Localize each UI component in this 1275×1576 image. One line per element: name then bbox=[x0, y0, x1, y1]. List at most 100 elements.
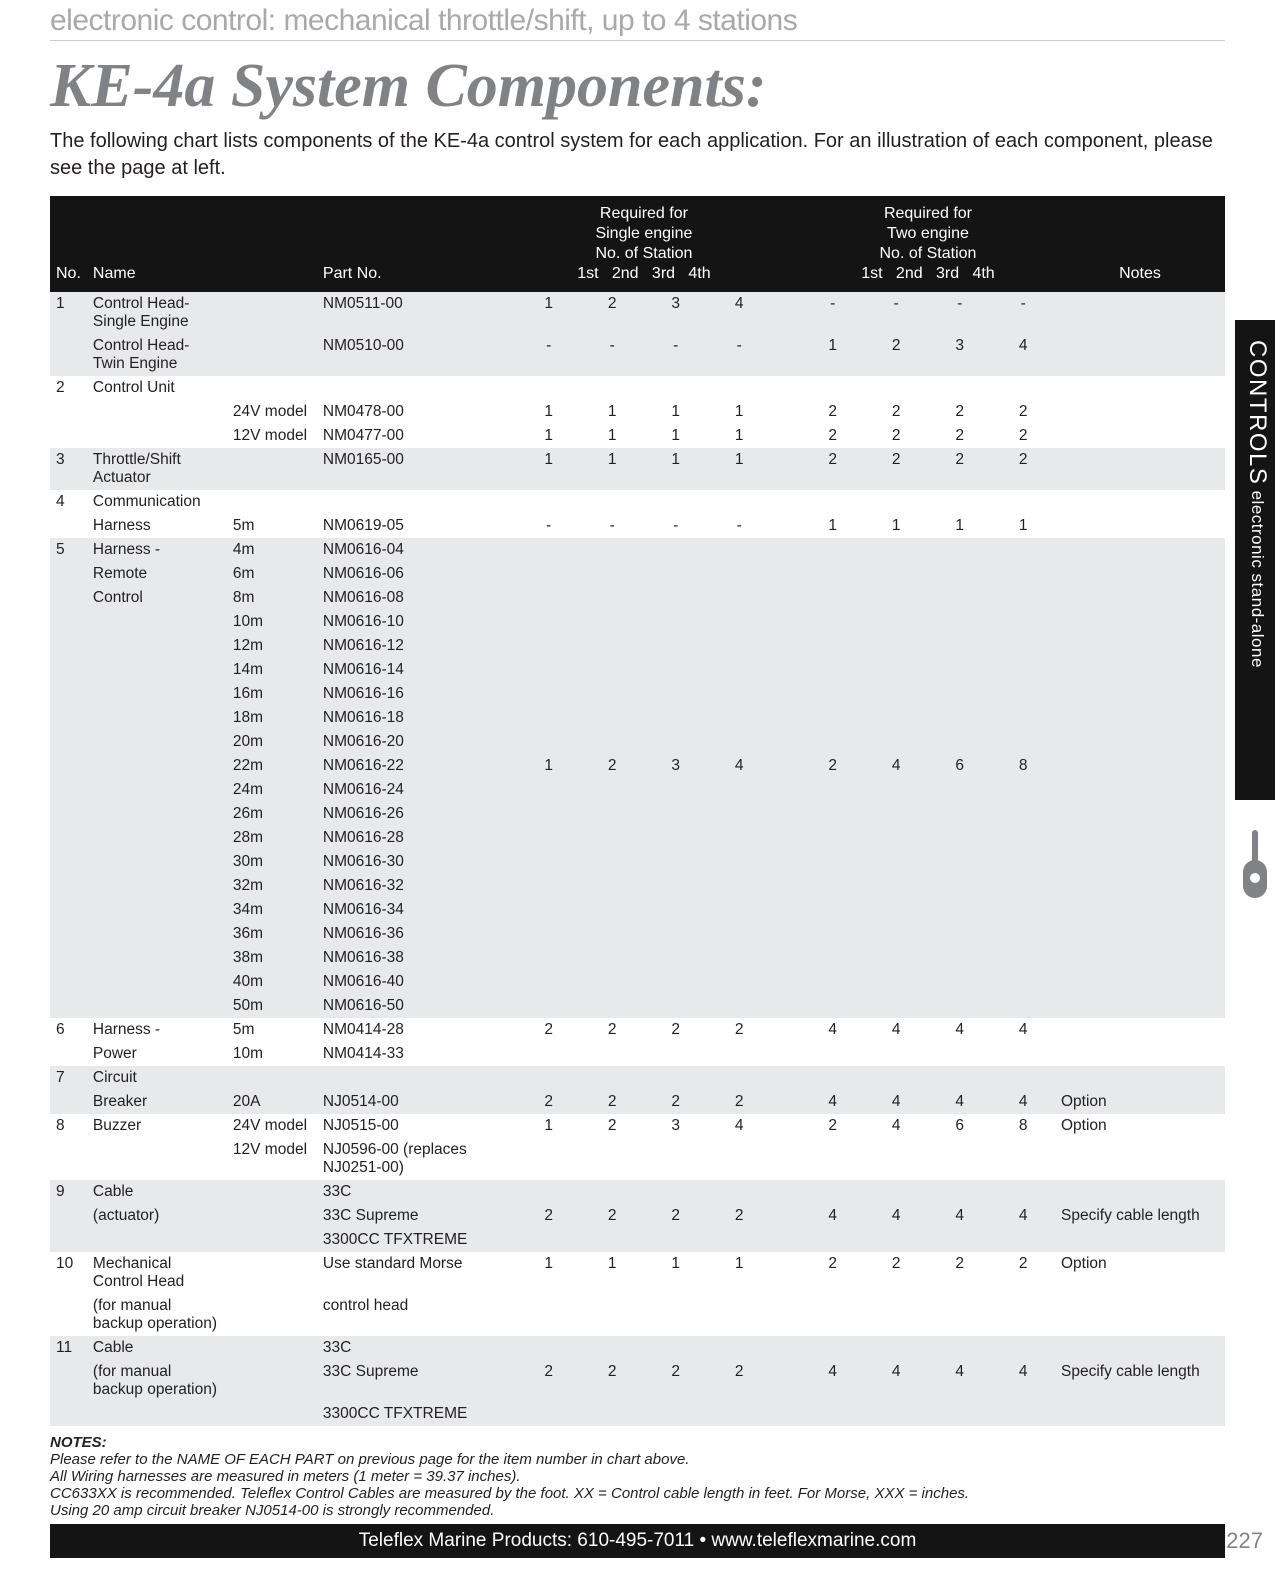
cell bbox=[801, 376, 865, 400]
cell: 4 bbox=[928, 1090, 992, 1114]
cell: 1 bbox=[707, 400, 771, 424]
subtitle: electronic control: mechanical throttle/… bbox=[0, 0, 1275, 38]
cell bbox=[644, 1294, 708, 1336]
cell: 4 bbox=[707, 292, 771, 334]
cell bbox=[50, 994, 87, 1018]
cell: Harness - bbox=[87, 1018, 227, 1042]
cell bbox=[991, 562, 1055, 586]
table-row: 3300CC TFXTREME bbox=[50, 1402, 1225, 1426]
cell bbox=[1055, 448, 1225, 490]
cell bbox=[991, 778, 1055, 802]
table-row: 50mNM0616-50 bbox=[50, 994, 1225, 1018]
cell: NM0414-33 bbox=[317, 1042, 517, 1066]
cell bbox=[317, 376, 517, 400]
cell bbox=[580, 682, 644, 706]
cell bbox=[928, 922, 992, 946]
cell bbox=[227, 1180, 317, 1204]
cell bbox=[580, 490, 644, 514]
th-st-s3: 3rd bbox=[652, 265, 675, 282]
table-row: 7Circuit bbox=[50, 1066, 1225, 1090]
cell bbox=[801, 634, 865, 658]
cell: NM0616-04 bbox=[317, 538, 517, 562]
cell bbox=[1055, 334, 1225, 376]
cell bbox=[801, 586, 865, 610]
cell bbox=[644, 586, 708, 610]
table-row: 14mNM0616-14 bbox=[50, 658, 1225, 682]
cell: NM0616-08 bbox=[317, 586, 517, 610]
cell bbox=[580, 658, 644, 682]
cell bbox=[864, 1402, 928, 1426]
cell: Control Unit bbox=[87, 376, 227, 400]
table-row: 6Harness -5mNM0414-2822224444 bbox=[50, 1018, 1225, 1042]
cell: 4 bbox=[801, 1204, 865, 1228]
cell: 2 bbox=[644, 1090, 708, 1114]
cell: 5 bbox=[50, 538, 87, 562]
cell: 4 bbox=[50, 490, 87, 514]
cell: NM0616-20 bbox=[317, 730, 517, 754]
cell: 2 bbox=[801, 448, 865, 490]
cell: 2 bbox=[928, 448, 992, 490]
cell bbox=[771, 1228, 801, 1252]
cell: 1 bbox=[517, 448, 581, 490]
cell bbox=[50, 850, 87, 874]
cell bbox=[227, 1360, 317, 1402]
cell: Control Head-Twin Engine bbox=[87, 334, 227, 376]
table-row: Remote6mNM0616-06 bbox=[50, 562, 1225, 586]
cell: Circuit bbox=[87, 1066, 227, 1090]
cell bbox=[580, 826, 644, 850]
cell bbox=[1055, 490, 1225, 514]
cell bbox=[1055, 292, 1225, 334]
cell bbox=[771, 658, 801, 682]
cell bbox=[864, 376, 928, 400]
cell bbox=[1055, 610, 1225, 634]
cell bbox=[50, 400, 87, 424]
th-gap bbox=[771, 196, 801, 292]
cell bbox=[1055, 898, 1225, 922]
cell bbox=[991, 682, 1055, 706]
cell: 4 bbox=[801, 1360, 865, 1402]
cell: 4 bbox=[864, 1114, 928, 1138]
cell bbox=[517, 376, 581, 400]
cell bbox=[644, 970, 708, 994]
cell bbox=[644, 1402, 708, 1426]
components-table: No. Name Part No. Required for Single en… bbox=[50, 196, 1225, 1426]
cell bbox=[928, 706, 992, 730]
table-row: 36mNM0616-36 bbox=[50, 922, 1225, 946]
cell bbox=[517, 850, 581, 874]
cell bbox=[644, 490, 708, 514]
table-row: 2Control Unit bbox=[50, 376, 1225, 400]
cell bbox=[991, 946, 1055, 970]
cell bbox=[771, 514, 801, 538]
cell bbox=[991, 586, 1055, 610]
cell bbox=[1055, 1138, 1225, 1180]
cell bbox=[801, 946, 865, 970]
cell bbox=[864, 850, 928, 874]
cell: 24V model bbox=[227, 1114, 317, 1138]
cell bbox=[517, 730, 581, 754]
cell bbox=[517, 778, 581, 802]
cell: 1 bbox=[864, 514, 928, 538]
cell bbox=[991, 1228, 1055, 1252]
cell bbox=[801, 778, 865, 802]
cell bbox=[580, 850, 644, 874]
cell bbox=[707, 946, 771, 970]
cell: 3 bbox=[644, 1114, 708, 1138]
cell bbox=[801, 538, 865, 562]
cell: 33C bbox=[317, 1336, 517, 1360]
cell: 40m bbox=[227, 970, 317, 994]
cell bbox=[991, 922, 1055, 946]
cell: NM0165-00 bbox=[317, 448, 517, 490]
cell bbox=[1055, 874, 1225, 898]
cell bbox=[707, 634, 771, 658]
cell bbox=[517, 1294, 581, 1336]
th-twin-l1: Required for Two engine No. of Station bbox=[879, 205, 976, 262]
table-row: 10Mechanical Control HeadUse standard Mo… bbox=[50, 1252, 1225, 1294]
cell: 4 bbox=[991, 1090, 1055, 1114]
cell: Control Head-Single Engine bbox=[87, 292, 227, 334]
cell bbox=[707, 1138, 771, 1180]
cell: NM0616-32 bbox=[317, 874, 517, 898]
cell bbox=[1055, 946, 1225, 970]
cell bbox=[928, 538, 992, 562]
cell bbox=[771, 1294, 801, 1336]
cell bbox=[928, 682, 992, 706]
